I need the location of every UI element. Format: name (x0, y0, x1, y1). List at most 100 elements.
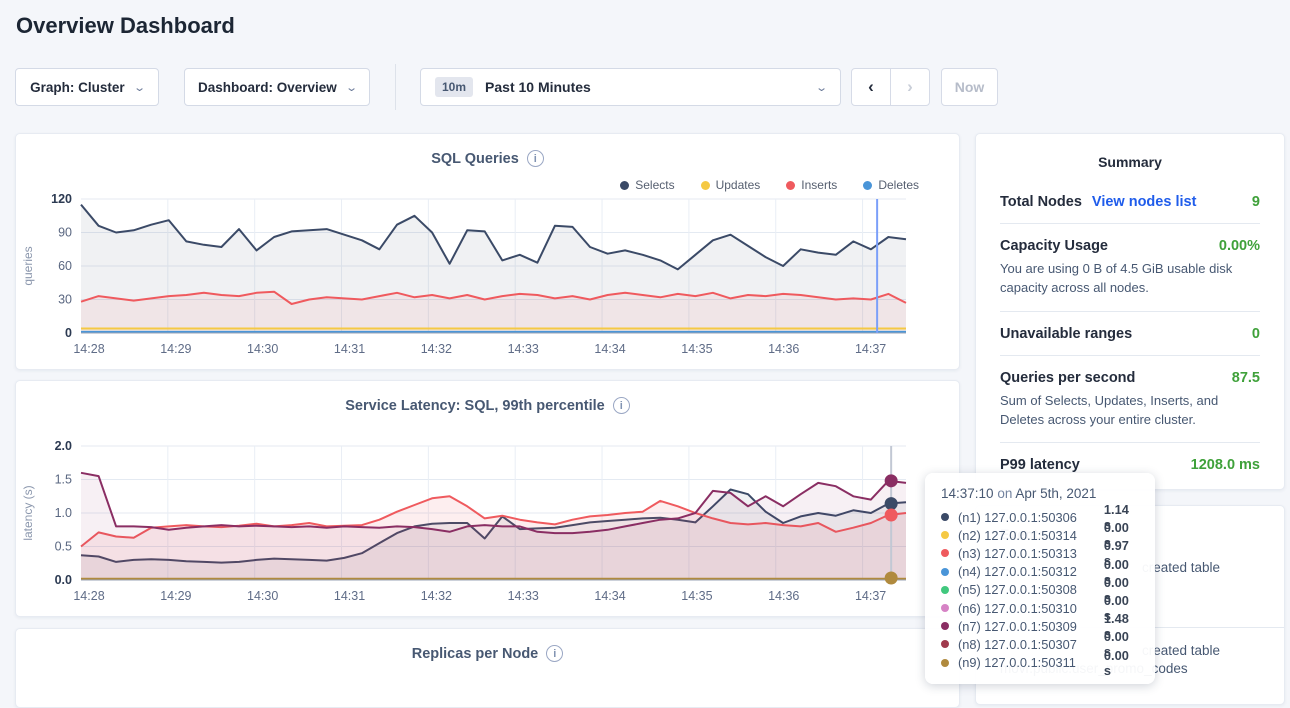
chevron-down-icon: ⌄ (344, 81, 358, 94)
series-dot-icon (941, 658, 949, 667)
summary-row-queries-per-second: Queries per second 87.5 Sum of Selects, … (1000, 356, 1260, 444)
summary-description: You are using 0 B of 4.5 GiB usable disk… (1000, 261, 1233, 295)
info-icon[interactable]: i (546, 645, 564, 662)
legend-item[interactable]: Selects (620, 178, 675, 192)
svg-text:14:33: 14:33 (508, 589, 539, 603)
svg-text:2.0: 2.0 (55, 439, 72, 453)
tooltip-node-row: (n5) 127.0.0.1:50308 0.00 s (941, 575, 1139, 605)
legend-item[interactable]: Inserts (786, 178, 837, 192)
info-icon[interactable]: i (612, 397, 630, 414)
service-latency-card: Service Latency: SQL, 99th percentile i … (15, 380, 960, 617)
tooltip-node-label: (n9) 127.0.0.1:50311 (958, 655, 1076, 671)
tooltip-node-label: (n2) 127.0.0.1:50314 (958, 527, 1077, 543)
svg-text:0: 0 (65, 326, 72, 340)
event-text: created table (1142, 560, 1221, 575)
svg-text:60: 60 (58, 259, 72, 273)
sql-queries-title: SQL Queries (431, 150, 519, 167)
time-now-button[interactable]: Now (941, 68, 998, 106)
summary-title: Summary (1098, 154, 1162, 170)
tooltip-node-row: (n7) 127.0.0.1:50309 1.48 s (941, 611, 1139, 641)
svg-text:1.5: 1.5 (55, 473, 72, 487)
svg-text:14:30: 14:30 (247, 589, 278, 603)
chevron-down-icon: ⌄ (132, 81, 146, 94)
sql-queries-legend: Selects Updates Inserts Deletes (620, 178, 919, 192)
tooltip-node-label: (n3) 127.0.0.1:50313 (958, 545, 1077, 561)
svg-text:14:31: 14:31 (334, 342, 365, 356)
summary-panel: Summary Total Nodes View nodes list 9 Ca… (975, 133, 1285, 490)
tooltip-node-row: (n3) 127.0.0.1:50313 0.97 s (941, 538, 1139, 568)
graph-dropdown[interactable]: Graph: Cluster ⌄ (15, 68, 159, 106)
svg-text:queries: queries (21, 246, 35, 285)
svg-text:14:35: 14:35 (681, 589, 712, 603)
time-range-badge: 10m (435, 77, 474, 97)
svg-text:14:29: 14:29 (160, 589, 191, 603)
tooltip-timestamp: 14:37:10 on Apr 5th, 2021 (941, 486, 1097, 501)
legend-dot-icon (700, 180, 710, 190)
time-next-button[interactable]: › (890, 68, 930, 106)
summary-row-capacity-usage: Capacity Usage 0.00% You are using 0 B o… (1000, 224, 1260, 312)
time-range-label: Past 10 Minutes (485, 79, 591, 95)
legend-label: Inserts (801, 178, 838, 192)
series-dot-icon (941, 567, 949, 576)
time-prev-button[interactable]: ‹ (851, 68, 891, 106)
tooltip-node-value: 0.00 s (1103, 647, 1129, 678)
time-range-picker[interactable]: 10m Past 10 Minutes ⌄ (420, 68, 841, 106)
tooltip-node-value: 0.00 s (1103, 556, 1129, 587)
tooltip-node-label: (n6) 127.0.0.1:50310 (958, 600, 1077, 616)
svg-text:14:28: 14:28 (73, 589, 104, 603)
legend-item[interactable]: Deletes (863, 178, 919, 192)
service-latency-chart[interactable]: 0.0 0.5 1.0 1.5 2.0 14:28 14:29 14:30 14:31 14:32… (16, 430, 961, 616)
legend-label: Deletes (878, 178, 919, 192)
summary-row-unavailable-ranges: Unavailable ranges 0 (1000, 312, 1260, 356)
divider (395, 64, 396, 110)
svg-text:120: 120 (51, 192, 72, 206)
tooltip-node-row: (n6) 127.0.0.1:50310 0.00 s (941, 593, 1139, 623)
summary-description: Sum of Selects, Updates, Inserts, and De… (1000, 392, 1219, 427)
svg-text:14:36: 14:36 (768, 589, 799, 603)
summary-value: 0 (1251, 325, 1260, 342)
summary-value: 0.00% (1218, 238, 1260, 254)
legend-item[interactable]: Updates (700, 178, 761, 192)
svg-text:14:34: 14:34 (594, 589, 625, 603)
series-dot-icon (941, 513, 949, 522)
dashboard-dropdown[interactable]: Dashboard: Overview ⌄ (184, 68, 370, 106)
tooltip-node-row: (n8) 127.0.0.1:50307 0.00 s (941, 629, 1139, 659)
summary-value: 1208.0 ms (1190, 457, 1260, 474)
tooltip-node-label: (n1) 127.0.0.1:50306 (958, 509, 1077, 525)
series-dot-icon (941, 622, 949, 631)
svg-text:14:28: 14:28 (73, 342, 104, 356)
svg-text:14:35: 14:35 (681, 342, 712, 356)
svg-text:30: 30 (58, 293, 72, 307)
tooltip-node-value: 1.14 s (1103, 502, 1129, 533)
series-dot-icon (941, 604, 949, 613)
dashboard-dropdown-label: Dashboard: Overview (197, 79, 337, 95)
event-text: created table (1142, 643, 1221, 659)
legend-label: Selects (635, 178, 675, 192)
legend-dot-icon (863, 180, 873, 190)
legend-dot-icon (620, 180, 630, 190)
view-nodes-list-link[interactable]: View nodes list (1091, 194, 1197, 210)
summary-label: Total Nodes (1000, 194, 1082, 210)
svg-text:14:30: 14:30 (247, 342, 278, 356)
info-icon[interactable]: i (526, 150, 544, 167)
tooltip-node-value: 0.97 s (1103, 538, 1129, 569)
replicas-per-node-title: Replicas per Node (411, 645, 539, 662)
svg-text:0.5: 0.5 (55, 540, 72, 554)
tooltip-node-label: (n5) 127.0.0.1:50308 (958, 582, 1077, 598)
svg-text:14:32: 14:32 (421, 589, 452, 603)
svg-text:14:31: 14:31 (334, 589, 365, 603)
summary-label: Unavailable ranges (1000, 325, 1133, 342)
sql-queries-chart[interactable]: 0 30 60 90 120 14:28 14:29 14:30 14:31 14:32 14:33… (16, 183, 961, 369)
chart-hover-tooltip: 14:37:10 on Apr 5th, 2021 (n1) 127.0.0.1… (925, 473, 1155, 684)
legend-label: Updates (715, 178, 761, 192)
tooltip-node-value: 0.00 s (1103, 593, 1129, 624)
svg-text:14:34: 14:34 (594, 342, 625, 356)
tooltip-node-value: 0.00 s (1103, 574, 1129, 605)
series-dot-icon (941, 549, 949, 558)
tooltip-node-label: (n4) 127.0.0.1:50312 (958, 564, 1077, 580)
svg-text:1.0: 1.0 (55, 506, 72, 520)
svg-text:90: 90 (58, 226, 72, 240)
summary-value: 87.5 (1231, 369, 1260, 386)
tooltip-node-value: 1.48 s (1103, 611, 1129, 642)
tooltip-node-label: (n7) 127.0.0.1:50309 (958, 618, 1077, 634)
